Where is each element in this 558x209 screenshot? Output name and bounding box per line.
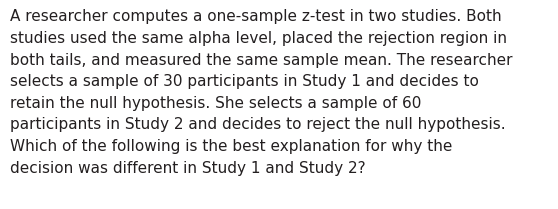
Text: A researcher computes a one-sample z-test in two studies. Both
studies used the : A researcher computes a one-sample z-tes… <box>10 9 513 176</box>
